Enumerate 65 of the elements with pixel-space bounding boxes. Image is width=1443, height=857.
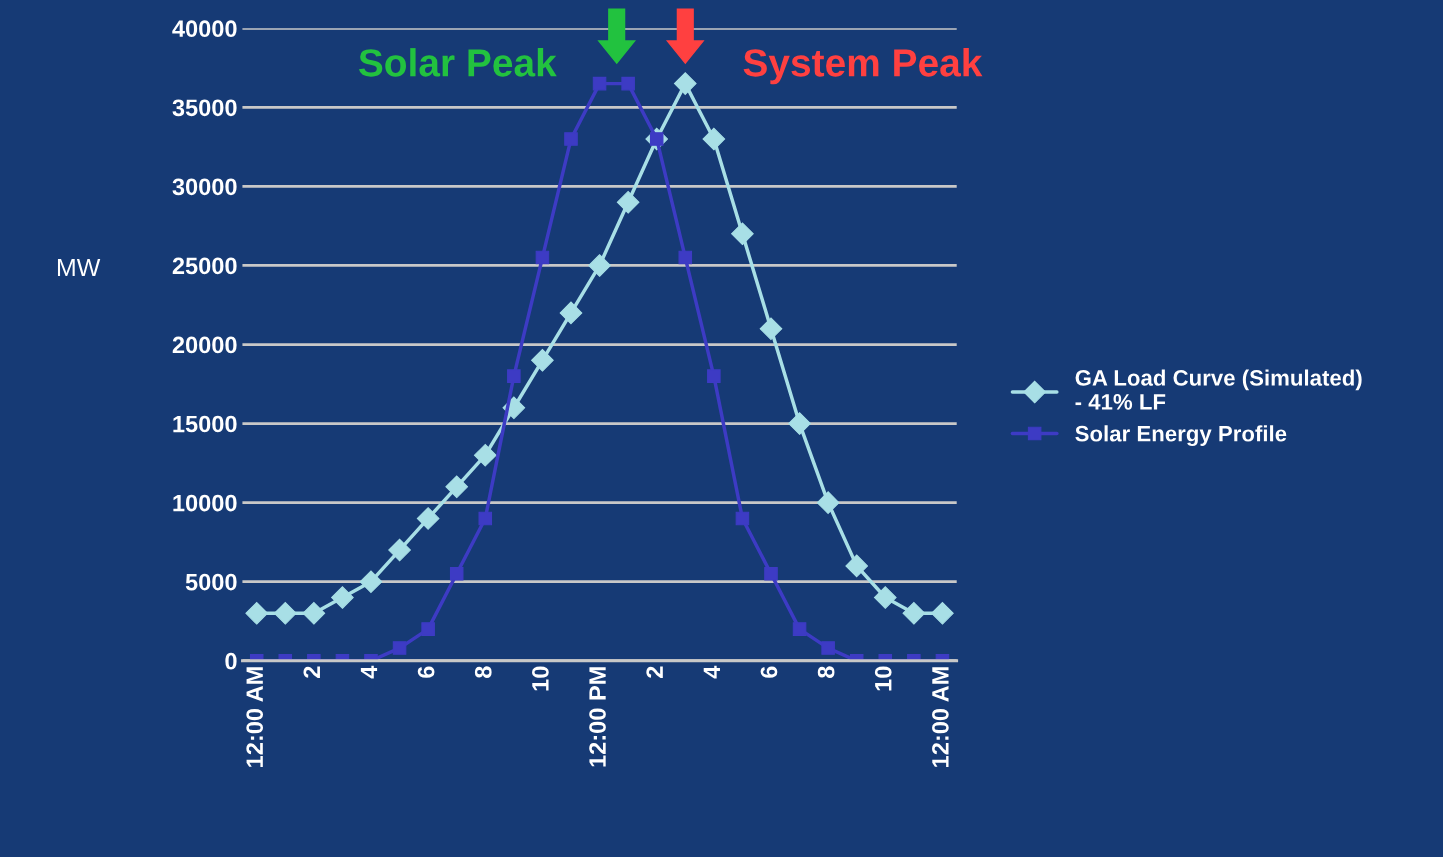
y-tick-label: 0: [225, 652, 237, 670]
point: [421, 622, 435, 636]
x-tick-label: 12:00 PM: [589, 667, 606, 767]
annotation: Solar Peak: [358, 48, 557, 77]
y-tick-label: 20000: [172, 336, 237, 354]
point: [764, 567, 778, 581]
x-tick-label: 6: [760, 666, 778, 678]
y-tick-label: 30000: [172, 178, 237, 196]
x-tick-label: 8: [474, 666, 492, 678]
y-tick-label: 25000: [172, 257, 237, 275]
point: [359, 570, 383, 594]
point: [478, 511, 493, 526]
point: [931, 601, 954, 625]
y-tick-label: 15000: [173, 415, 237, 433]
point: [588, 254, 611, 277]
point: [392, 641, 407, 655]
point: [564, 132, 578, 146]
x-tick-label: 12:00 AM: [932, 667, 949, 767]
point: [559, 301, 583, 325]
point: [302, 601, 326, 625]
y-tick-label: 40000: [172, 20, 237, 38]
annotation: System Peak: [743, 48, 983, 85]
point: [902, 601, 926, 625]
y-tick-label: 35000: [172, 99, 237, 117]
x-tick-label: 10: [532, 666, 549, 691]
x-tick-label: 8: [817, 666, 835, 678]
point: [792, 622, 807, 636]
point: [331, 586, 354, 609]
point: [821, 641, 835, 655]
x-tick-label: 10: [874, 666, 892, 691]
point: [788, 412, 811, 435]
x-tick-label: 12:00 AM: [246, 667, 264, 767]
x-tick-label: 2: [303, 666, 320, 678]
point: [507, 369, 521, 383]
x-tick-label: 2: [646, 666, 663, 678]
point: [816, 491, 840, 514]
point: [759, 317, 783, 341]
point: [531, 349, 554, 372]
point: [273, 601, 297, 625]
point: [388, 538, 411, 562]
x-tick-label: 6: [417, 666, 435, 678]
point: [678, 250, 693, 265]
point: [449, 567, 464, 581]
point: [616, 190, 640, 214]
point: [473, 443, 497, 467]
y-tick-label: 10000: [173, 494, 237, 512]
point: [245, 601, 269, 625]
point: [707, 369, 721, 383]
y-axis-title: MW: [57, 258, 101, 277]
point: [735, 511, 750, 526]
legend-label: GA Load Curve (Simulated) - 41% LF: [1075, 369, 1362, 410]
y-tick-label: 5000: [185, 573, 237, 591]
point: [731, 222, 754, 246]
legend-label: Solar Energy Profile: [1075, 425, 1287, 447]
point: [535, 250, 550, 265]
x-tick-label: 4: [360, 665, 378, 679]
point: [702, 127, 726, 151]
point: [873, 586, 897, 609]
point: [445, 475, 469, 499]
point: [416, 507, 440, 530]
point: [592, 76, 607, 91]
point: [621, 76, 635, 91]
point: [673, 72, 697, 95]
point: [845, 554, 869, 578]
x-tick-label: 4: [703, 665, 720, 679]
